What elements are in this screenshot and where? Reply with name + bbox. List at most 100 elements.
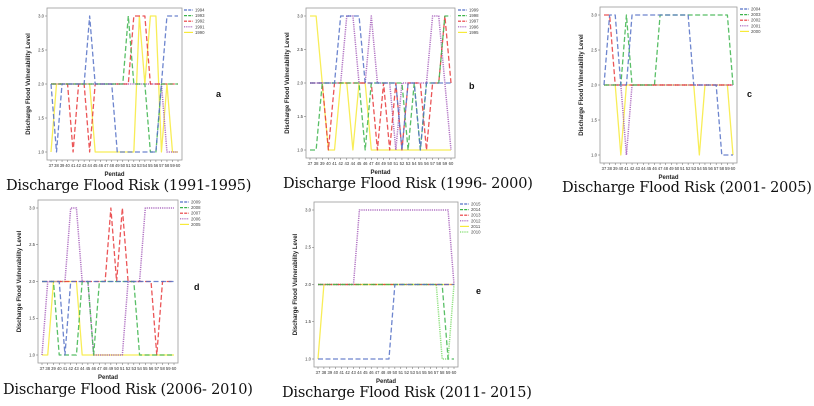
panel-letter: c (747, 89, 752, 99)
x-tick-label: 48 (375, 161, 380, 166)
x-tick-label: 47 (375, 370, 380, 375)
x-tick-label: 48 (381, 370, 386, 375)
x-tick-label: 44 (80, 366, 85, 371)
caption-d: Discharge Flood Risk (2006- 2010) (3, 382, 253, 398)
y-tick-label: 3.0 (29, 205, 35, 210)
x-tick-label: 44 (351, 161, 356, 166)
y-tick-label: 2.5 (38, 47, 44, 52)
y-tick-label: 2.5 (297, 47, 303, 52)
series-line-1994 (50, 15, 178, 153)
x-tick-label: 58 (440, 370, 445, 375)
x-tick-label: 46 (652, 166, 657, 171)
x-tick-label: 59 (446, 370, 451, 375)
x-tick-label: 47 (104, 163, 109, 168)
x-tick-label: 60 (176, 163, 181, 168)
x-tick-label: 56 (428, 370, 433, 375)
y-tick-label: 2.0 (297, 80, 303, 85)
y-axis-label: Discharge Flood Vulnerability Level (293, 233, 299, 335)
series-line-2007 (42, 207, 174, 356)
x-tick-label: 55 (422, 370, 427, 375)
series-line-1995 (310, 15, 451, 151)
x-axis-label: Pentad (104, 172, 124, 178)
legend-label-2007: 2007 (191, 211, 201, 216)
legend-label-1991: 1991 (195, 24, 205, 29)
legend-label-1994: 1994 (195, 8, 205, 13)
panel-a: 1.0 1.5 2.0 2.5 3.0 37 38 39 40 41 42 43 44 45 46 47 48 4… (0, 0, 280, 200)
legend-label-2011: 2011 (471, 224, 481, 229)
y-tick-label: 2.0 (29, 279, 35, 284)
y-tick-label: 3.0 (297, 13, 303, 18)
y-tick-label: 1.5 (38, 115, 44, 120)
panel-b: 1.0 1.5 2.0 2.5 3.0 37 38 39 40 41 42 43 44 45 46 47 48 4… (0, 0, 560, 200)
legend-label-2015: 2015 (471, 202, 481, 207)
legend-label-2002: 2002 (751, 18, 761, 23)
x-tick-label: 40 (618, 166, 623, 171)
x-tick-label: 57 (154, 366, 159, 371)
x-tick-label: 60 (731, 166, 736, 171)
y-axis-label: Discharge Flood Vulnerability Level (17, 230, 23, 332)
x-tick-label: 44 (87, 163, 92, 168)
x-tick-label: 48 (663, 166, 668, 171)
x-tick-label: 40 (57, 366, 62, 371)
x-tick-label: 52 (126, 366, 131, 371)
x-tick-label: 40 (65, 163, 70, 168)
series-line-2008 (42, 280, 174, 356)
x-tick-label: 37 (49, 163, 54, 168)
x-tick-label: 52 (404, 370, 409, 375)
series-line-1992 (51, 15, 178, 153)
y-tick-label: 1.0 (305, 356, 311, 361)
x-tick-label: 46 (98, 163, 103, 168)
y-tick-label: 1.5 (297, 114, 303, 119)
x-tick-label: 59 (166, 366, 171, 371)
series-line-2015 (318, 283, 454, 360)
y-tick-label: 2.0 (305, 282, 311, 287)
x-tick-label: 53 (137, 163, 142, 168)
x-tick-label: 49 (669, 166, 674, 171)
y-tick-label: 1.0 (297, 147, 303, 152)
x-tick-label: 53 (406, 161, 411, 166)
x-tick-label: 56 (424, 161, 429, 166)
x-tick-label: 60 (172, 366, 177, 371)
x-tick-label: 52 (131, 163, 136, 168)
y-tick-label: 1.0 (38, 149, 44, 154)
x-tick-label: 44 (641, 166, 646, 171)
x-tick-label: 52 (400, 161, 405, 166)
x-tick-label: 53 (691, 166, 696, 171)
legend-label-2010: 2010 (471, 230, 481, 235)
x-tick-label: 49 (381, 161, 386, 166)
x-tick-label: 42 (345, 370, 350, 375)
x-tick-label: 45 (647, 166, 652, 171)
x-tick-label: 42 (76, 163, 81, 168)
x-tick-label: 39 (51, 366, 56, 371)
x-axis-label: Pentad (376, 379, 396, 385)
x-tick-label: 42 (68, 366, 73, 371)
y-tick-label: 1.0 (591, 152, 597, 157)
legend-label-2013: 2013 (471, 213, 481, 218)
x-tick-label: 42 (630, 166, 635, 171)
x-tick-label: 39 (327, 370, 332, 375)
x-tick-label: 41 (332, 161, 337, 166)
x-tick-label: 58 (165, 163, 170, 168)
series-line-2006 (41, 207, 174, 356)
x-tick-label: 40 (326, 161, 331, 166)
x-tick-label: 54 (697, 166, 702, 171)
x-tick-label: 55 (418, 161, 423, 166)
x-tick-label: 56 (154, 163, 159, 168)
y-tick-label: 2.5 (591, 47, 597, 52)
x-tick-label: 37 (602, 166, 607, 171)
x-tick-label: 45 (86, 366, 91, 371)
y-tick-label: 3.0 (38, 13, 44, 18)
x-tick-label: 58 (719, 166, 724, 171)
x-tick-label: 51 (398, 370, 403, 375)
x-tick-label: 54 (412, 161, 417, 166)
x-tick-label: 55 (143, 366, 148, 371)
panel-c: 1.0 1.5 2.0 2.5 3.0 37 38 39 40 41 42 43 44 45 46 47 48 4… (0, 0, 814, 200)
x-tick-label: 41 (339, 370, 344, 375)
x-tick-label: 55 (703, 166, 708, 171)
legend-label-1995: 1995 (469, 30, 479, 35)
x-tick-label: 59 (443, 161, 448, 166)
x-tick-label: 51 (120, 366, 125, 371)
x-tick-label: 47 (658, 166, 663, 171)
legend-label-2000: 2000 (751, 29, 761, 34)
legend-label-1999: 1999 (469, 8, 479, 13)
